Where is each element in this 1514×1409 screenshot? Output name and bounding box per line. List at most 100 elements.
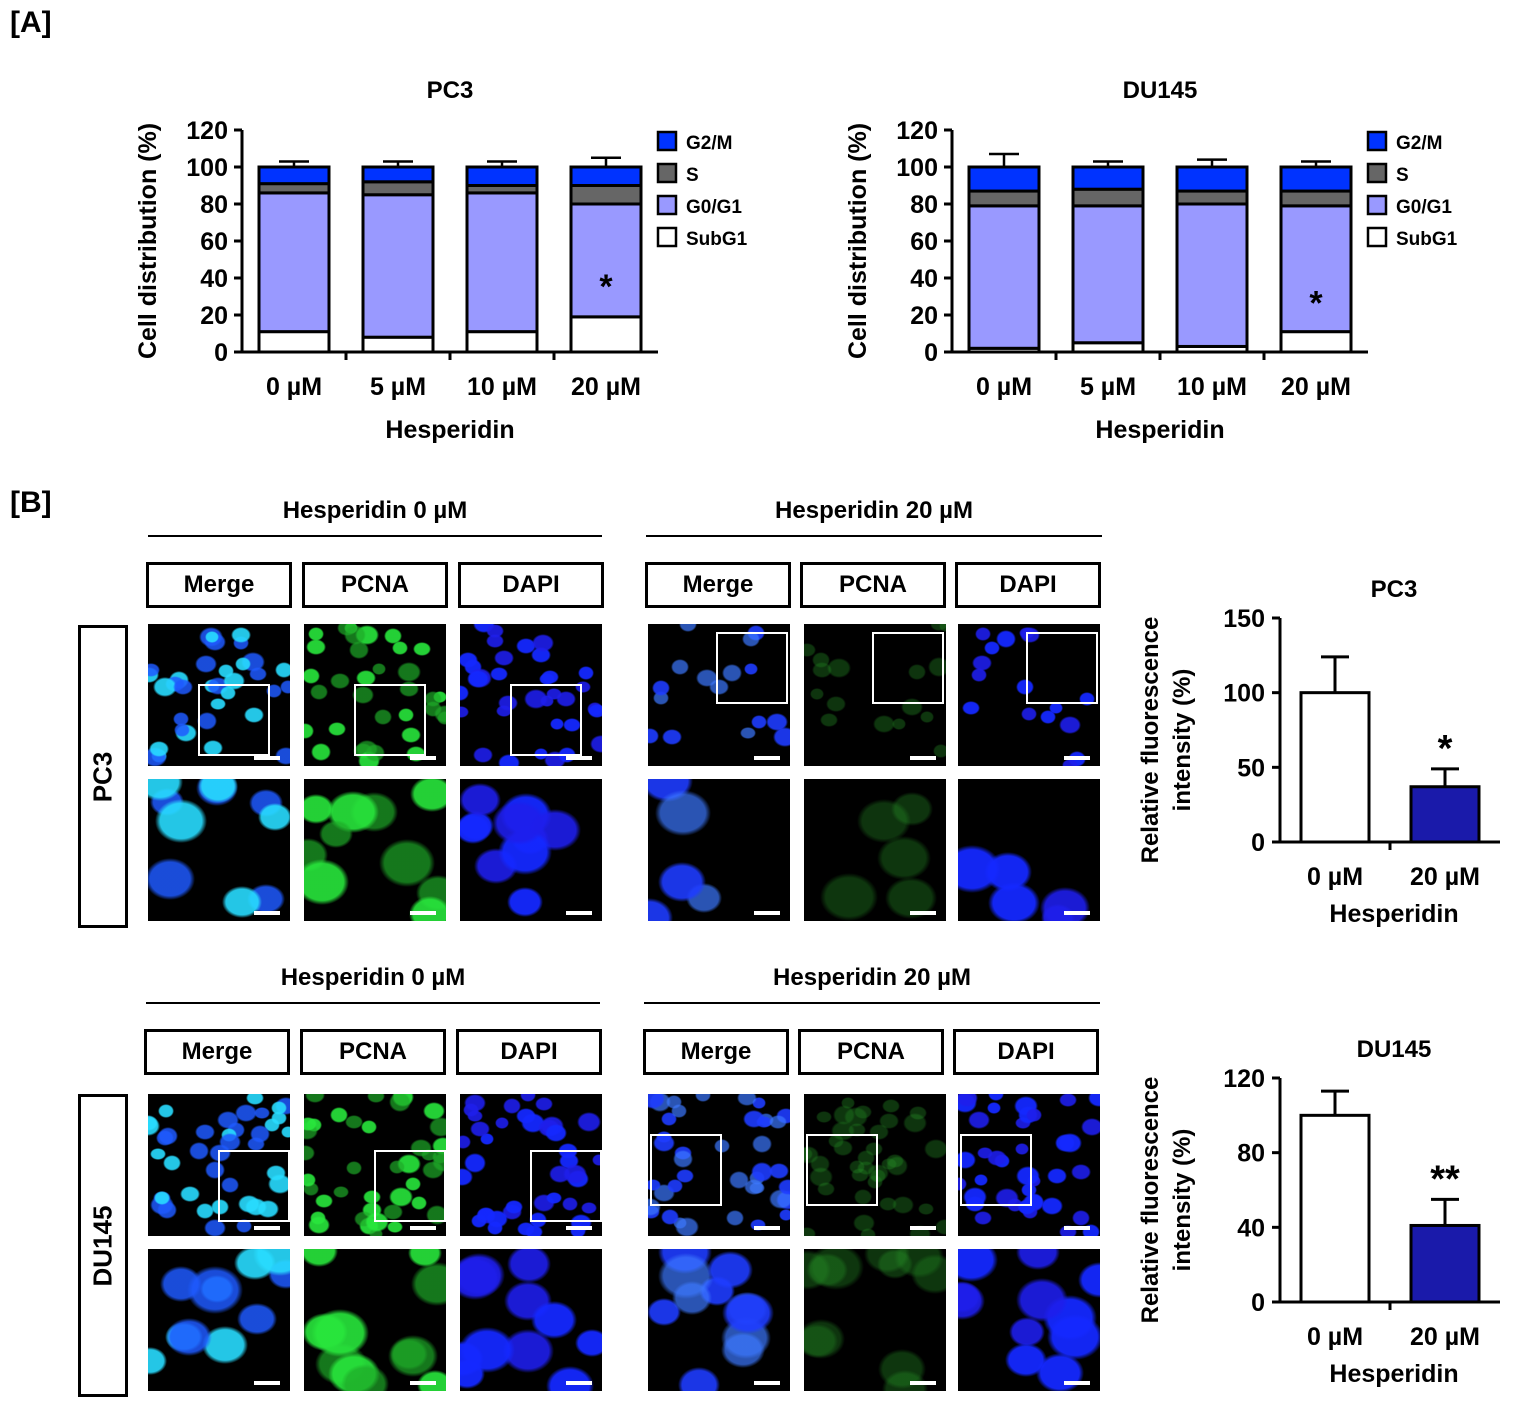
y-tick-label: 150 bbox=[1223, 605, 1265, 633]
x-tick-label: 20 µM bbox=[1410, 1323, 1480, 1351]
y-tick-label: 50 bbox=[1237, 754, 1265, 782]
y-axis-label: intensity (%) bbox=[1169, 669, 1196, 812]
chart-title: PC3 bbox=[1371, 576, 1418, 603]
chart-title: DU145 bbox=[1123, 77, 1198, 104]
zoom-region-box bbox=[1026, 632, 1098, 704]
y-axis-label: intensity (%) bbox=[1169, 1129, 1196, 1272]
scale-bar bbox=[410, 1226, 436, 1230]
micrograph-dapi bbox=[958, 624, 1100, 766]
bar-segment-s bbox=[569, 184, 643, 206]
y-tick-label: 60 bbox=[200, 228, 228, 256]
legend-swatch bbox=[656, 162, 678, 184]
bar-segment-subg1 bbox=[361, 335, 435, 354]
bar-segment-subg1 bbox=[465, 330, 539, 354]
micrograph-merge bbox=[648, 1094, 790, 1236]
y-tick-label: 20 bbox=[910, 302, 938, 330]
bar-segment-g2m bbox=[967, 165, 1041, 193]
y-tick-label: 120 bbox=[896, 117, 938, 145]
y-axis-label: Relative fluorescence bbox=[1137, 617, 1164, 864]
bar-segment-subg1 bbox=[257, 330, 331, 354]
micrograph-dapi bbox=[460, 1249, 602, 1391]
zoom-region-box bbox=[650, 1134, 722, 1206]
x-tick-label: 0 µM bbox=[1307, 1323, 1363, 1351]
micrograph-dapi bbox=[460, 779, 602, 921]
bar-segment-g0g1 bbox=[465, 191, 539, 334]
micrograph-merge bbox=[648, 624, 790, 766]
bar bbox=[1299, 691, 1371, 844]
channel-label-merge: Merge bbox=[144, 1029, 290, 1075]
micrograph-merge bbox=[648, 779, 790, 921]
scale-bar bbox=[1064, 756, 1090, 760]
panel-label-a: [A] bbox=[10, 6, 52, 39]
significance-marker: * bbox=[1309, 285, 1323, 323]
micrograph-merge bbox=[148, 1249, 290, 1391]
y-tick-label: 0 bbox=[924, 339, 938, 367]
bar-segment-g2m bbox=[465, 165, 539, 187]
chart-title: DU145 bbox=[1357, 1036, 1432, 1063]
micrograph-dapi bbox=[958, 1094, 1100, 1236]
y-tick-label: 40 bbox=[200, 265, 228, 293]
scale-bar bbox=[754, 756, 780, 760]
scale-bar bbox=[254, 756, 280, 760]
chart-title: PC3 bbox=[427, 77, 474, 104]
micrograph-pcna bbox=[804, 1249, 946, 1391]
y-tick-label: 0 bbox=[214, 339, 228, 367]
micrograph-pcna bbox=[304, 779, 446, 921]
channel-label-merge: Merge bbox=[146, 562, 292, 608]
zoom-region-box bbox=[872, 632, 944, 704]
scale-bar bbox=[410, 756, 436, 760]
legend-swatch bbox=[1366, 226, 1388, 248]
legend-label: SubG1 bbox=[1396, 229, 1458, 250]
channel-label-merge: Merge bbox=[645, 562, 791, 608]
bar-segment-g0g1 bbox=[967, 204, 1041, 350]
legend-swatch bbox=[1366, 194, 1388, 216]
y-tick-label: 120 bbox=[186, 117, 228, 145]
legend-label: S bbox=[686, 165, 699, 186]
bar-segment-s bbox=[1279, 189, 1353, 208]
legend-label: S bbox=[1396, 165, 1409, 186]
zoom-region-box bbox=[218, 1150, 290, 1222]
scale-bar bbox=[1064, 911, 1090, 915]
row-label-du145: DU145 bbox=[78, 1094, 128, 1397]
du145-group-title-20um: Hesperidin 20 µM bbox=[773, 964, 971, 991]
scale-bar bbox=[910, 1381, 936, 1385]
row-label-pc3-text: PC3 bbox=[87, 751, 118, 802]
x-axis-label: Hesperidin bbox=[1329, 900, 1458, 928]
scale-bar bbox=[754, 1381, 780, 1385]
scale-bar bbox=[254, 911, 280, 915]
micrograph-merge bbox=[148, 779, 290, 921]
zoom-region-box bbox=[960, 1134, 1032, 1206]
channel-label-dapi: DAPI bbox=[953, 1029, 1099, 1075]
zoom-region-box bbox=[198, 684, 270, 756]
panel-label-b: [B] bbox=[10, 486, 52, 519]
micrograph-dapi bbox=[460, 624, 602, 766]
scale-bar bbox=[566, 756, 592, 760]
legend-label: G2/M bbox=[686, 133, 732, 154]
micrograph-pcna bbox=[804, 779, 946, 921]
y-tick-label: 40 bbox=[910, 265, 938, 293]
x-tick-label: 20 µM bbox=[571, 373, 641, 401]
bar-segment-g2m bbox=[569, 165, 643, 187]
y-tick-label: 100 bbox=[1223, 680, 1265, 708]
micrograph-dapi bbox=[958, 1249, 1100, 1391]
micrograph-merge bbox=[148, 1094, 290, 1236]
group-divider bbox=[148, 535, 602, 537]
pc3-fluorescence-chart: PC3 0 50 100 150 Relative fluorescence intensi… bbox=[1137, 576, 1500, 928]
channel-label-pcna: PCNA bbox=[300, 1029, 446, 1075]
scale-bar bbox=[754, 911, 780, 915]
legend-swatch bbox=[1366, 162, 1388, 184]
bar-segment-g2m bbox=[1175, 165, 1249, 193]
scale-bar bbox=[910, 1226, 936, 1230]
scale-bar bbox=[910, 911, 936, 915]
y-tick-label: 0 bbox=[1251, 829, 1265, 857]
bar-segment-g2m bbox=[1279, 165, 1353, 193]
x-axis-label: Hesperidin bbox=[1095, 416, 1224, 444]
scale-bar bbox=[566, 1226, 592, 1230]
bar-segment-g2m bbox=[1071, 165, 1145, 191]
channel-label-pcna: PCNA bbox=[800, 562, 946, 608]
significance-marker: * bbox=[1438, 728, 1453, 770]
pc3-group-title-20um: Hesperidin 20 µM bbox=[775, 497, 973, 524]
y-tick-label: 80 bbox=[1237, 1140, 1265, 1168]
bar-segment-s bbox=[361, 180, 435, 197]
micrograph-dapi bbox=[460, 1094, 602, 1236]
